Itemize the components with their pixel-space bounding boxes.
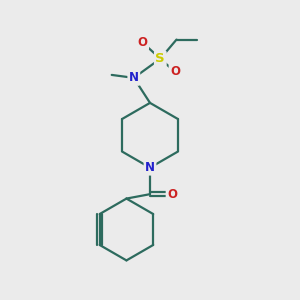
Text: O: O: [170, 65, 180, 79]
Text: S: S: [155, 52, 165, 65]
Text: O: O: [167, 188, 177, 201]
Text: N: N: [129, 71, 139, 84]
Text: N: N: [145, 161, 155, 174]
Text: O: O: [138, 36, 148, 49]
